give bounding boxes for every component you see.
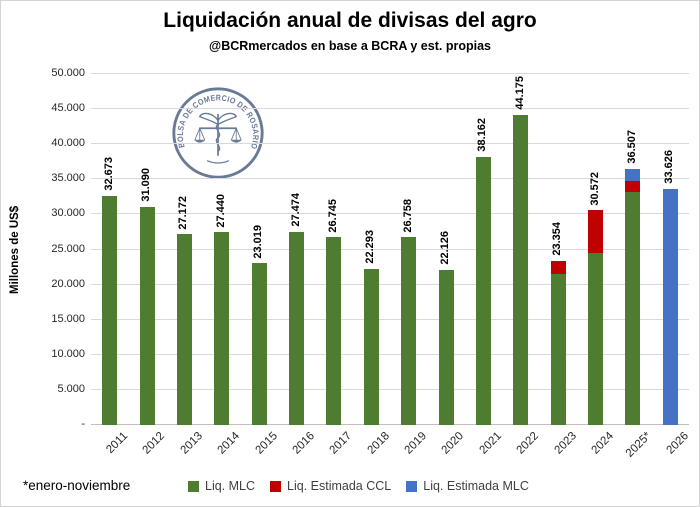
bar-value-label: 44.175 bbox=[513, 76, 526, 110]
bar-value-label: 23.354 bbox=[551, 222, 564, 257]
bar-segment-2012 bbox=[139, 206, 155, 425]
legend-label: Liq. MLC bbox=[205, 479, 256, 493]
caduceus-scales-icon bbox=[194, 112, 242, 164]
bar-segment-2025* bbox=[625, 180, 641, 192]
legend-swatch-icon bbox=[188, 480, 199, 492]
x-tick-label: 2025* bbox=[623, 430, 654, 460]
bar-segment-2018 bbox=[363, 268, 379, 425]
bar-value-label: 38.162 bbox=[476, 118, 489, 153]
bar-value-label: 33.626 bbox=[663, 150, 676, 184]
legend-item: Liq. Estimada CCL bbox=[270, 479, 391, 493]
y-axis-ticks: - 5.000 10.000 15.000 20.000 25.000 30.000 35.0… bbox=[1, 67, 85, 430]
bar-segment-2016 bbox=[289, 232, 305, 425]
gridline bbox=[91, 143, 689, 145]
legend-item: Liq. MLC bbox=[188, 479, 255, 493]
bar-segment-2014 bbox=[214, 232, 230, 425]
x-tick-label: 2022 bbox=[514, 430, 542, 457]
x-tick-label: 2012 bbox=[140, 430, 168, 457]
bar-value-label: 26.745 bbox=[326, 198, 339, 233]
y-tick-label: 10.000 bbox=[51, 347, 85, 360]
bar-value-label: 27.172 bbox=[177, 195, 190, 230]
gridline bbox=[91, 388, 689, 390]
y-tick-label: 35.000 bbox=[51, 172, 85, 185]
chart-subtitle: @BCRmercados en base a BCRA y est. propi… bbox=[209, 39, 491, 53]
gridline bbox=[91, 283, 689, 285]
bar-segment-2023 bbox=[550, 261, 566, 274]
bar-value-label: 30.572 bbox=[588, 171, 601, 206]
legend-item: Liq. Estimada MLC bbox=[406, 479, 529, 493]
bar-value-label: 31.090 bbox=[140, 168, 153, 202]
footnote: *enero-noviembre bbox=[23, 478, 131, 493]
x-tick-label: 2020 bbox=[439, 430, 467, 457]
y-tick-label: 45.000 bbox=[51, 102, 85, 115]
bar-segment-2022 bbox=[513, 114, 529, 425]
bar-value-label: 32.673 bbox=[102, 156, 115, 191]
bar-segment-2026 bbox=[662, 188, 678, 425]
bar-segment-2023 bbox=[550, 274, 566, 425]
y-tick-label: 30.000 bbox=[51, 207, 85, 220]
gridline bbox=[91, 248, 689, 250]
chart-title: Liquidación anual de divisas del agro bbox=[163, 9, 537, 32]
x-tick-label: 2017 bbox=[327, 430, 355, 457]
gridline bbox=[91, 178, 689, 180]
gridline bbox=[91, 73, 689, 74]
x-tick-label: 2018 bbox=[365, 430, 392, 457]
bolsa-de-comercio-de-rosario-seal-icon: BOLSA DE COMERCIO DE ROSARIO bbox=[172, 87, 264, 179]
y-tick-label: 40.000 bbox=[51, 137, 85, 150]
bar-value-label: 27.474 bbox=[289, 193, 302, 228]
bar-value-label: 27.440 bbox=[214, 193, 227, 228]
bar-segment-2015 bbox=[251, 263, 267, 425]
gridline bbox=[91, 353, 689, 355]
x-tick-label: 2023 bbox=[552, 430, 579, 457]
bar-value-label: 22.126 bbox=[439, 231, 452, 265]
bar-segment-2013 bbox=[176, 234, 192, 425]
gridline bbox=[91, 108, 689, 110]
bar-segment-2011 bbox=[102, 195, 118, 425]
x-axis-line bbox=[91, 424, 689, 425]
bar-value-label: 22.293 bbox=[364, 229, 377, 264]
plot-area: 32.673 31.090 27.172 27.440 23.019 27.474 26.7… bbox=[91, 73, 689, 425]
x-tick-label: 2024 bbox=[589, 430, 617, 457]
y-tick-label: 50.000 bbox=[51, 67, 85, 79]
x-tick-label: 2014 bbox=[215, 430, 243, 457]
x-tick-label: 2021 bbox=[477, 430, 504, 457]
bar-segment-2021 bbox=[475, 157, 491, 425]
y-tick-label: - bbox=[81, 418, 85, 430]
x-tick-label: 2016 bbox=[290, 430, 318, 457]
y-tick-label: 25.000 bbox=[51, 242, 85, 255]
x-tick-label: 2019 bbox=[402, 430, 430, 457]
gridline bbox=[91, 318, 689, 320]
bar-segment-2019 bbox=[401, 237, 417, 425]
legend-label: Liq. Estimada MLC bbox=[423, 479, 529, 493]
bar-segment-2024 bbox=[588, 210, 604, 254]
bar-segment-2024 bbox=[588, 253, 604, 425]
x-tick-label: 2011 bbox=[104, 430, 131, 456]
x-tick-label: 2013 bbox=[178, 430, 205, 457]
x-axis-labels: 2011 2012 2013 2014 2015 2016 2017 2018 2019 2020… bbox=[91, 427, 691, 479]
y-tick-label: 15.000 bbox=[51, 312, 85, 325]
y-tick-label: 5.000 bbox=[57, 382, 85, 395]
legend-label: Liq. Estimada CCL bbox=[287, 479, 392, 493]
x-tick-label: 2026 bbox=[664, 430, 691, 457]
bar-value-label: 23.019 bbox=[252, 224, 265, 259]
bar-segment-2025* bbox=[625, 168, 641, 181]
legend: Liq. MLC Liq. Estimada CCL Liq. Estimada M… bbox=[188, 479, 529, 493]
legend-swatch-icon bbox=[270, 480, 282, 492]
bar-segment-2020 bbox=[438, 269, 454, 425]
bar-segment-2025* bbox=[625, 191, 641, 425]
gridline bbox=[91, 213, 689, 215]
legend-swatch-icon bbox=[406, 480, 418, 492]
bar-value-label: 36.507 bbox=[625, 130, 638, 164]
bar-value-label: 26.758 bbox=[401, 198, 414, 233]
bar-segment-2017 bbox=[326, 237, 342, 425]
y-tick-label: 20.000 bbox=[51, 277, 85, 290]
x-tick-label: 2015 bbox=[253, 430, 280, 457]
